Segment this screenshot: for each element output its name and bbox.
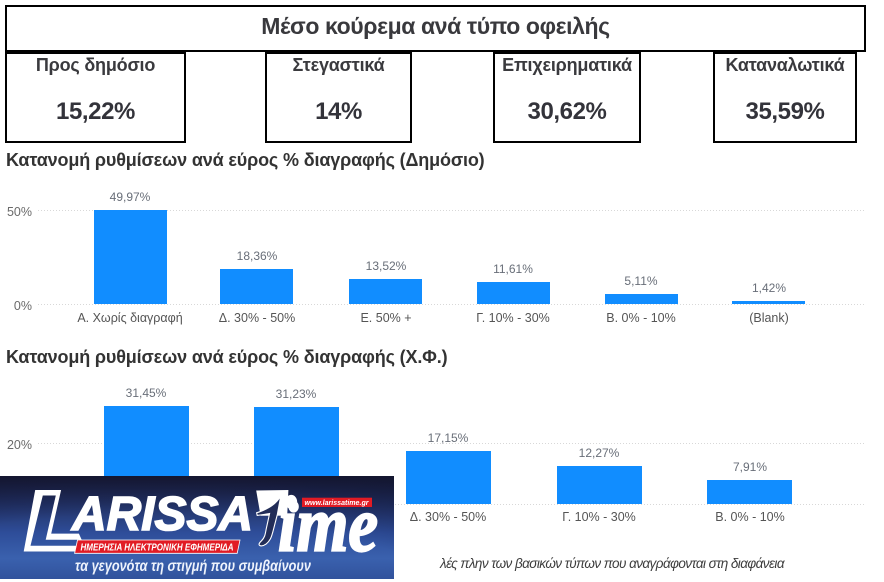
svg-text:ARISSA: ARISSA xyxy=(71,488,253,541)
svg-text:ΗΜΕΡΗΣΙΑ ΗΛΕΚΤΡΟΝΙΚΗ ΕΦΗΜΕΡΙΔΑ: ΗΜΕΡΗΣΙΑ ΗΛΕΚΤΡΟΝΙΚΗ ΕΦΗΜΕΡΙΔΑ xyxy=(81,542,234,553)
svg-text:www.larissatime.gr: www.larissatime.gr xyxy=(305,498,370,507)
svg-text:ime: ime xyxy=(278,482,378,569)
svg-text:τα γεγονότα τη στιγμή που συμβ: τα γεγονότα τη στιγμή που συμβαίνουν xyxy=(75,558,311,575)
